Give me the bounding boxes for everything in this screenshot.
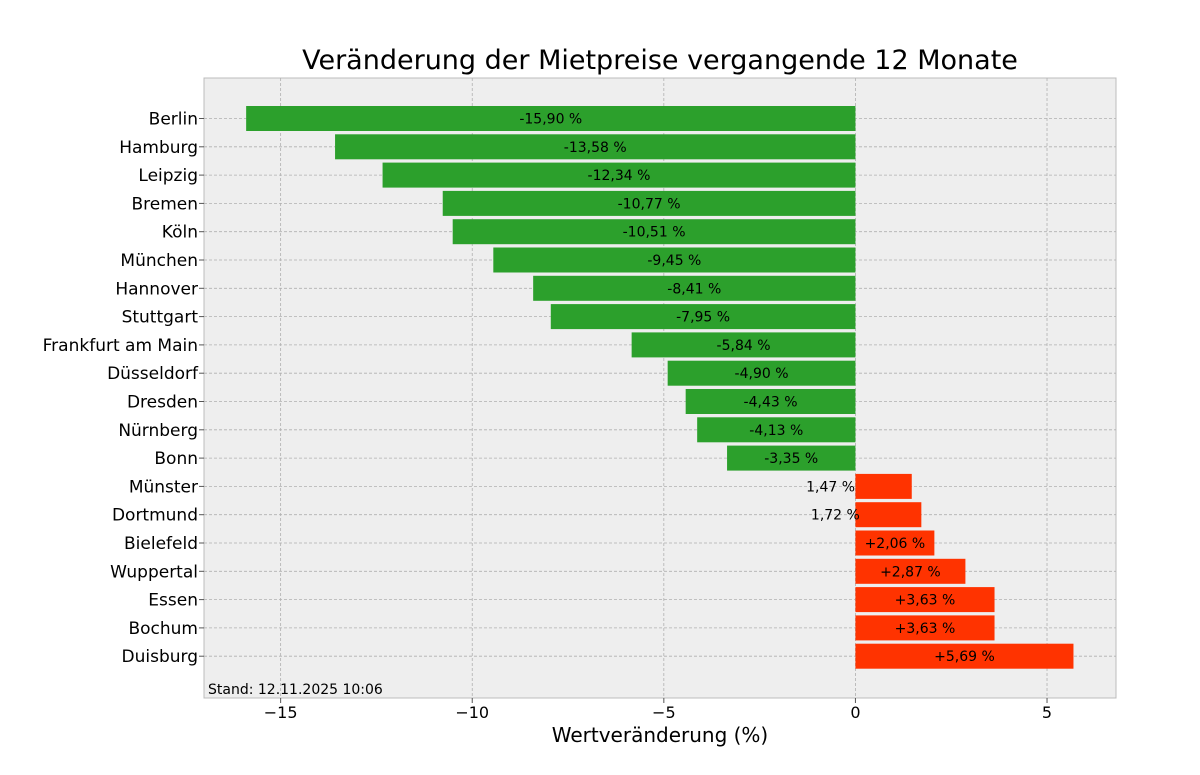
- x-axis-ticks: −15 −10 −5 0 5: [264, 698, 1052, 722]
- bar-data-label: -7,95 %: [676, 310, 730, 326]
- y-tick-label: Essen: [148, 591, 198, 611]
- bar: [550, 304, 856, 330]
- bar: [855, 558, 966, 584]
- x-tick-label: 0: [850, 703, 860, 722]
- bar-data-label: -4,43 %: [744, 395, 798, 411]
- bar: [855, 530, 935, 556]
- bar: [452, 219, 856, 245]
- bar: [685, 389, 856, 414]
- bars: [246, 106, 1074, 669]
- y-tick-label: Leipzig: [138, 166, 198, 186]
- bar: [246, 106, 856, 131]
- y-tick-label: Duisburg: [122, 647, 199, 667]
- y-tick-label: Münster: [129, 477, 198, 497]
- y-tick-label: München: [120, 251, 198, 271]
- bar-data-label: +3,63 %: [895, 621, 956, 637]
- bar-data-label: +2,06 %: [865, 536, 926, 552]
- y-tick-label: Hamburg: [119, 138, 198, 158]
- bar-data-label: 1,47 %: [806, 479, 855, 495]
- y-tick-label: Bielefeld: [124, 534, 198, 554]
- bar: [335, 134, 856, 160]
- y-axis-ticks: Berlin Hamburg Leipzig Bremen Köln München Han…: [43, 110, 204, 667]
- x-tick-label: −15: [264, 703, 298, 722]
- bar-data-label: +2,87 %: [880, 564, 941, 580]
- bar-data-label: -4,90 %: [735, 366, 789, 382]
- y-tick-label: Nürnberg: [118, 421, 198, 441]
- bar-data-label: +5,69 %: [934, 649, 995, 665]
- x-tick-label: 5: [1042, 703, 1052, 722]
- y-tick-label: Hannover: [115, 279, 198, 299]
- y-tick-label: Bremen: [131, 194, 198, 214]
- bar-data-label: -4,13 %: [749, 423, 803, 439]
- bar: [855, 643, 1074, 669]
- bar: [631, 332, 856, 358]
- bar-data-label: -12,34 %: [588, 168, 651, 184]
- bar: [533, 275, 856, 301]
- bar: [667, 360, 856, 386]
- bar: [855, 615, 995, 641]
- bar-data-label: -10,77 %: [618, 196, 681, 212]
- y-tick-label: Bochum: [128, 619, 198, 639]
- bar-labels: -15,90 % -13,58 % -12,34 % -10,77 % -10,51 %…: [519, 112, 994, 666]
- bar-data-label: -5,84 %: [717, 338, 771, 354]
- bar-data-label: -8,41 %: [667, 281, 721, 297]
- bar-data-label: +3,63 %: [895, 593, 956, 609]
- bar: [855, 502, 922, 528]
- bar-data-label: -13,58 %: [564, 140, 627, 156]
- bar-data-label: -9,45 %: [647, 253, 701, 269]
- y-tick-label: Stuttgart: [122, 308, 199, 328]
- bar: [442, 190, 856, 216]
- footnote: Stand: 12.11.2025 10:06: [208, 682, 383, 698]
- bar: [697, 417, 856, 443]
- bar-data-label: 1,72 %: [811, 508, 860, 524]
- y-tick-label: Frankfurt am Main: [43, 336, 198, 356]
- chart-title: Veränderung der Mietpreise vergangende 1…: [302, 45, 1018, 76]
- bar-data-label: -3,35 %: [764, 451, 818, 467]
- bar: [382, 162, 856, 188]
- bar: [855, 587, 995, 613]
- bar-data-label: -10,51 %: [623, 225, 686, 241]
- x-tick-label: −5: [652, 703, 676, 722]
- y-tick-label: Köln: [162, 223, 198, 243]
- bar: [493, 247, 856, 273]
- bar-data-label: -15,90 %: [519, 112, 582, 128]
- y-tick-label: Berlin: [149, 110, 198, 130]
- x-axis-label: Wertveränderung (%): [552, 723, 769, 747]
- y-tick-label: Bonn: [154, 449, 198, 469]
- y-tick-label: Düsseldorf: [107, 364, 199, 384]
- bar: [855, 473, 912, 499]
- bar: [727, 445, 856, 471]
- x-tick-label: −10: [455, 703, 489, 722]
- y-tick-label: Dresden: [127, 393, 198, 413]
- y-tick-label: Wuppertal: [110, 562, 198, 582]
- y-tick-label: Dortmund: [112, 506, 198, 526]
